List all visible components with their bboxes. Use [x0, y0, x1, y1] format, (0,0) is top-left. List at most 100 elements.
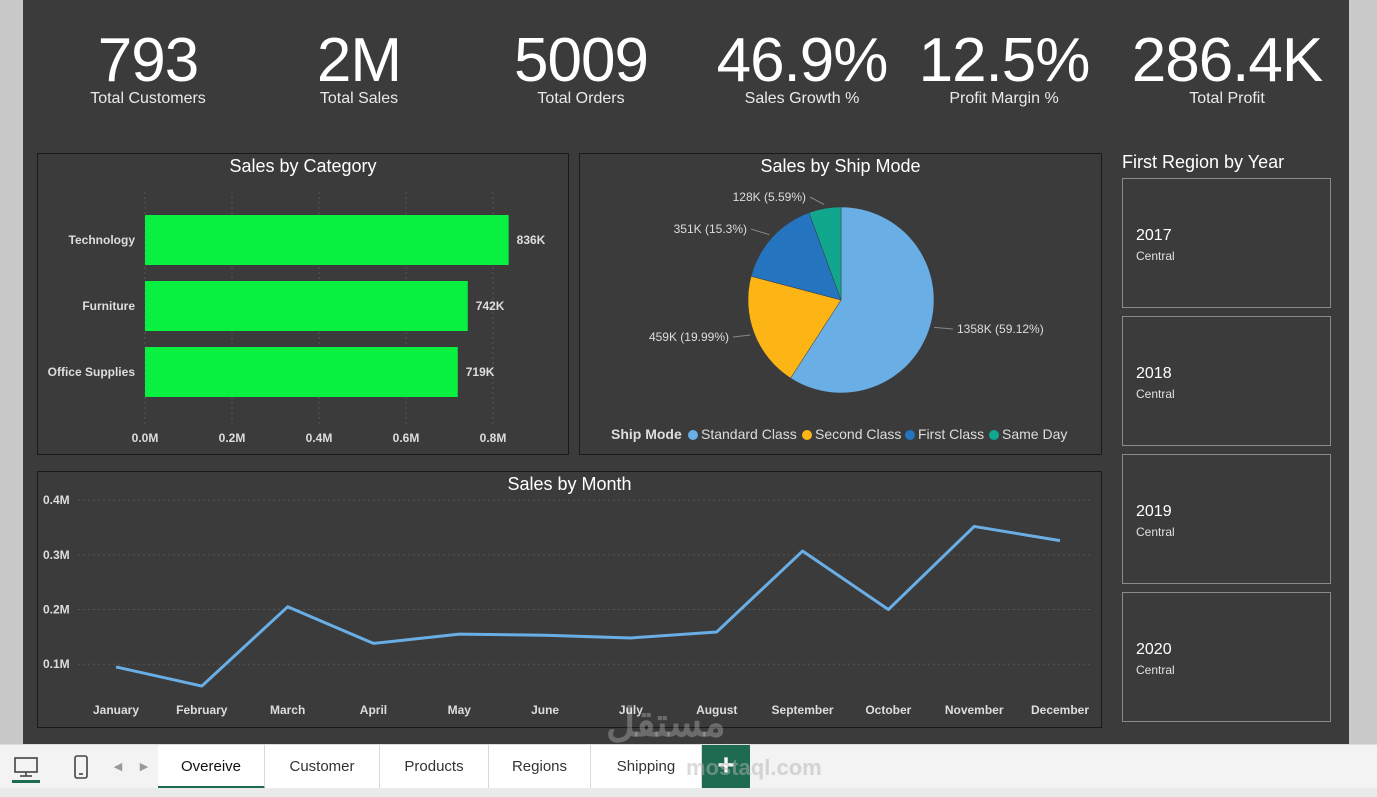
bar-chart: 0.0M 0.2M 0.4M 0.6M 0.8M Technology 836K Furnit…: [48, 192, 546, 445]
x-tick-label: October: [865, 703, 911, 717]
sales-by-category-panel[interactable]: Sales by Category 0.0M 0.2M 0.4M 0.6M 0.8M Te…: [37, 153, 569, 455]
x-tick-label: April: [360, 703, 387, 717]
watermark-url: mostaql.com: [686, 755, 822, 780]
card-region: Central: [1136, 249, 1175, 263]
kpi-profit-margin: 12.5% Profit Margin %: [894, 28, 1114, 108]
chart-title: Sales by Ship Mode: [760, 156, 921, 176]
region-card[interactable]: 2018 Central: [1122, 316, 1331, 446]
x-tick-label: 0.6M: [393, 431, 420, 445]
data-label: 836K: [517, 233, 546, 247]
bottom-strip: [0, 788, 1377, 797]
category-label: Office Supplies: [48, 365, 136, 379]
page-tab-bar: ◀ ▶ Overeive Customer Products Regions S…: [0, 744, 1377, 789]
x-tick-label: 0.2M: [219, 431, 246, 445]
kpi-label: Total Customers: [90, 90, 206, 107]
bar: [145, 215, 509, 265]
pie-slice: [808, 206, 842, 301]
legend-entry: Second Class: [815, 426, 901, 442]
x-tick-label: January: [93, 703, 139, 717]
card-region: Central: [1136, 663, 1175, 677]
kpi-total-sales: 2M Total Sales: [249, 28, 469, 108]
kpi-sales-growth: 46.9% Sales Growth %: [692, 28, 912, 108]
sales-by-ship-mode-panel[interactable]: Sales by Ship Mode 1358K (59.12%) 459K (1…: [579, 153, 1102, 455]
chart-title: Sales by Month: [507, 474, 632, 494]
series-line: [115, 524, 1061, 688]
kpi-label: Total Sales: [319, 90, 399, 107]
tab-shipping[interactable]: Shipping: [591, 745, 702, 789]
legend-swatch: [905, 430, 915, 440]
phone-icon[interactable]: [66, 745, 96, 789]
tab-customer[interactable]: Customer: [265, 745, 380, 789]
y-tick-label: 0.4M: [43, 493, 70, 507]
chevron-right-icon[interactable]: ▶: [139, 761, 149, 773]
desktop-icon[interactable]: [8, 745, 44, 789]
tab-regions[interactable]: Regions: [489, 745, 591, 789]
kpi-value: 286.4K: [1131, 26, 1324, 95]
tab-products[interactable]: Products: [380, 745, 489, 789]
leader-line: [750, 228, 770, 236]
bar: [145, 347, 458, 397]
kpi-value: 12.5%: [918, 26, 1091, 95]
card-year: 2019: [1136, 503, 1172, 520]
card-region: Central: [1136, 387, 1175, 401]
x-tick-label: February: [176, 703, 228, 717]
category-label: Furniture: [82, 299, 135, 313]
region-card[interactable]: 2017 Central: [1122, 178, 1331, 308]
kpi-value: 5009: [514, 26, 649, 95]
x-tick-label: June: [531, 703, 559, 717]
region-card[interactable]: 2019 Central: [1122, 454, 1331, 584]
x-tick-label: March: [270, 703, 305, 717]
card-year: 2018: [1136, 365, 1172, 382]
kpi-total-orders: 5009 Total Orders: [471, 28, 691, 108]
data-label: 742K: [476, 299, 505, 313]
data-label: 459K (19.99%): [649, 330, 729, 344]
leader-line: [809, 196, 825, 205]
x-tick-label: November: [945, 703, 1004, 717]
kpi-label: Total Orders: [537, 90, 625, 107]
line-chart: 0.1M 0.2M 0.3M 0.4M January February March Apri…: [43, 493, 1093, 717]
sales-by-month-panel[interactable]: Sales by Month 0.1M 0.2M 0.3M 0.4M January Fe…: [37, 471, 1102, 728]
y-tick-label: 0.3M: [43, 548, 70, 562]
category-label: Technology: [69, 233, 136, 247]
chart-title: Sales by Category: [229, 156, 377, 176]
tab-overview[interactable]: Overeive: [158, 745, 265, 789]
kpi-label: Total Profit: [1189, 90, 1265, 107]
kpi-total-profit: 286.4K Total Profit: [1117, 28, 1337, 108]
pie-slice: [750, 212, 842, 301]
data-label: 1358K (59.12%): [957, 322, 1044, 336]
vertical-scrollbar[interactable]: [1349, 0, 1377, 744]
y-tick-label: 0.1M: [43, 657, 70, 671]
kpi-value: 793: [97, 26, 199, 95]
pie-slice: [747, 275, 842, 379]
leader-line: [934, 326, 954, 330]
x-tick-label: 0.4M: [306, 431, 333, 445]
kpi-value: 2M: [316, 26, 402, 95]
add-page-button[interactable]: +: [702, 745, 750, 789]
watermark-logo: مستقل: [606, 701, 726, 745]
card-year: 2020: [1136, 641, 1172, 658]
data-label: 128K (5.59%): [733, 190, 806, 204]
pie-slice: [790, 206, 935, 394]
x-tick-label: August: [696, 703, 737, 717]
legend-swatch: [989, 430, 999, 440]
kpi-total-customers: 793 Total Customers: [38, 28, 258, 108]
bar: [145, 281, 468, 331]
legend-entry: Standard Class: [701, 426, 797, 442]
card-year: 2017: [1136, 227, 1172, 244]
x-tick-label: July: [619, 703, 643, 717]
x-tick-label: May: [448, 703, 472, 717]
legend-entry: First Class: [918, 426, 984, 442]
legend-entry: Same Day: [1002, 426, 1067, 442]
kpi-label: Profit Margin %: [949, 90, 1059, 107]
legend-swatch: [802, 430, 812, 440]
region-card[interactable]: 2020 Central: [1122, 592, 1331, 722]
chevron-left-icon[interactable]: ◀: [113, 761, 123, 773]
y-tick-label: 0.2M: [43, 603, 70, 617]
legend-title: Ship Mode: [611, 426, 682, 442]
pie-chart: 1358K (59.12%) 459K (19.99%) 351K (15.3%) 1…: [611, 190, 1067, 442]
kpi-label: Sales Growth %: [744, 90, 860, 107]
card-region: Central: [1136, 525, 1175, 539]
legend-swatch: [688, 430, 698, 440]
kpi-value: 46.9%: [716, 26, 889, 95]
data-label: 719K: [466, 365, 495, 379]
